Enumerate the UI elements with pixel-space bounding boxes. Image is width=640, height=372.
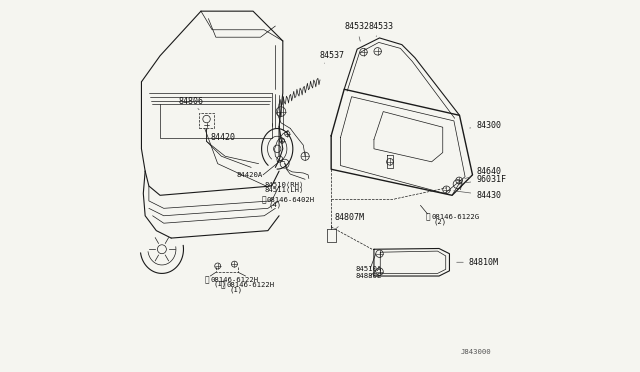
Text: (1): (1): [213, 281, 227, 288]
Text: 08146-6122G: 08146-6122G: [431, 214, 479, 219]
Text: 84880E: 84880E: [355, 273, 381, 279]
Text: 84510⟨RH⟩: 84510⟨RH⟩: [265, 182, 304, 187]
Text: 96031F: 96031F: [466, 175, 506, 184]
Text: 84532: 84532: [344, 22, 369, 41]
Text: 84300: 84300: [470, 121, 501, 130]
Text: Ⓑ: Ⓑ: [261, 196, 266, 205]
Text: Ⓢ: Ⓢ: [205, 275, 209, 284]
Text: Ⓑ: Ⓑ: [221, 280, 225, 289]
Text: J843000: J843000: [461, 349, 491, 355]
Text: 84537: 84537: [319, 51, 344, 63]
Text: 84640: 84640: [465, 167, 501, 179]
Text: 84511⟨LH⟩: 84511⟨LH⟩: [265, 187, 304, 193]
Text: (1): (1): [230, 286, 243, 293]
Text: Ⓑ: Ⓑ: [426, 212, 430, 221]
Text: 84510A: 84510A: [355, 266, 381, 272]
Text: (2): (2): [434, 218, 447, 225]
Text: 84810M: 84810M: [457, 258, 499, 267]
Text: 08146-6402H: 08146-6402H: [267, 197, 315, 203]
Text: 84807M: 84807M: [334, 213, 364, 230]
Text: 84533: 84533: [369, 22, 394, 36]
Text: 84420: 84420: [207, 128, 236, 142]
Text: 84806: 84806: [179, 97, 204, 110]
Text: 08146-6122H: 08146-6122H: [227, 282, 275, 288]
Text: 84430: 84430: [454, 191, 501, 200]
Text: 84420A: 84420A: [237, 172, 263, 178]
Text: 08146-6122H: 08146-6122H: [211, 277, 259, 283]
Text: (4): (4): [269, 201, 282, 208]
